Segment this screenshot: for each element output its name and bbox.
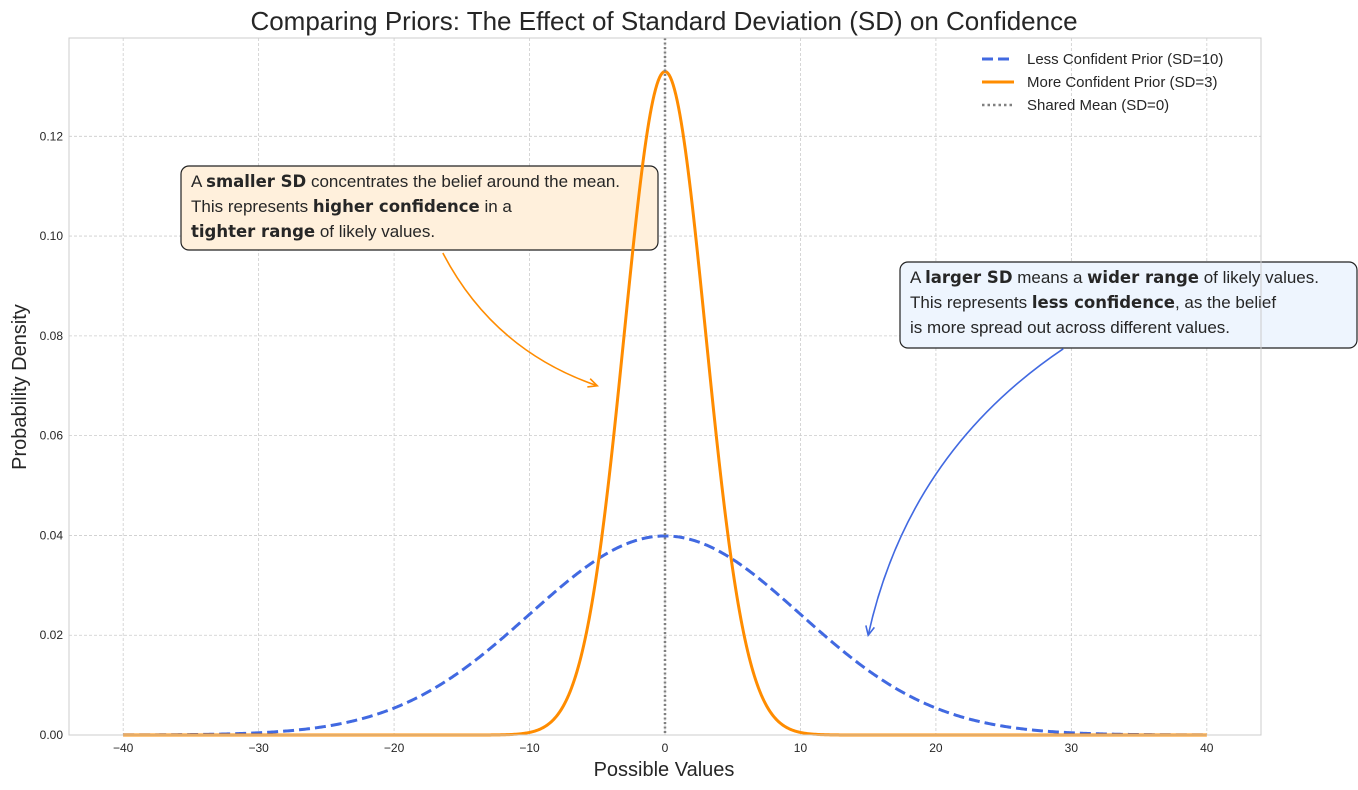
legend-label: More Confident Prior (SD=3) [1027, 74, 1218, 91]
x-tick-label: 10 [794, 741, 808, 755]
annotation-bold-text: smaller SD [206, 172, 306, 191]
annotation-text: concentrates the belief around the mean. [306, 172, 620, 191]
annotation-text: of likely values. [1199, 268, 1319, 287]
legend-label: Shared Mean (SD=0) [1027, 97, 1169, 114]
annotation-line: is more spread out across different valu… [910, 318, 1230, 337]
y-tick-label: 0.02 [40, 628, 64, 642]
annotation-arrow [442, 252, 598, 387]
x-tick-label: 30 [1065, 741, 1079, 755]
y-tick-label: 0.10 [40, 229, 64, 243]
arrow-head [865, 625, 875, 638]
annotation-line: A smaller SD concentrates the belief aro… [191, 172, 620, 191]
annotation-2: A larger SD means a wider range of likel… [865, 261, 1358, 638]
annotation-text: is more spread out across different valu… [910, 318, 1230, 337]
annotation-bold-text: less confidence [1032, 293, 1175, 312]
annotation-text: means a [1013, 268, 1088, 287]
y-tick-label: 0.08 [40, 329, 64, 343]
x-tick-label: −10 [519, 741, 540, 755]
annotation-text: This represents [910, 293, 1032, 312]
annotation-text: in a [480, 197, 513, 216]
annotations: A smaller SD concentrates the belief aro… [180, 165, 1358, 638]
less-confident-prior-curve [123, 534, 1207, 737]
annotation-box [180, 165, 659, 251]
y-tick-label: 0.00 [40, 728, 64, 742]
annotation-arrow [867, 348, 1064, 636]
x-tick-label: −20 [384, 741, 405, 755]
plot-frame [68, 37, 1262, 736]
x-tick-label: 0 [662, 741, 669, 755]
y-tick-label: 0.12 [40, 129, 64, 143]
x-axis-label: Possible Values [594, 759, 735, 781]
x-tick-label: 40 [1200, 741, 1214, 755]
arrow-head [587, 378, 600, 388]
annotation-text: This represents [191, 197, 313, 216]
legend-label: Less Confident Prior (SD=10) [1027, 51, 1223, 68]
annotation-bold-text: wider range [1087, 268, 1199, 287]
annotation-line: tighter range of likely values. [191, 222, 435, 241]
annotation-bold-text: higher confidence [313, 197, 480, 216]
y-tick-label: 0.06 [40, 429, 64, 443]
annotation-text: of likely values. [315, 222, 435, 241]
annotation-box [899, 261, 1358, 349]
x-tick-label: −40 [113, 741, 134, 755]
x-tick-label: −30 [248, 741, 269, 755]
annotation-text: A [191, 172, 206, 191]
annotation-text: , as the belief [1175, 293, 1276, 312]
annotation-1: A smaller SD concentrates the belief aro… [180, 165, 659, 388]
annotation-line: This represents higher confidence in a [191, 197, 512, 216]
annotation-text: A [910, 268, 925, 287]
annotation-line: This represents less confidence, as the … [910, 293, 1276, 312]
annotation-bold-text: tighter range [191, 222, 315, 241]
annotation-bold-text: larger SD [925, 268, 1012, 287]
chart-title: Comparing Priors: The Effect of Standard… [250, 6, 1077, 36]
annotation-line: A larger SD means a wider range of likel… [910, 268, 1319, 287]
y-axis-label: Probability Density [9, 304, 31, 470]
legend: Less Confident Prior (SD=10) More Confide… [982, 51, 1223, 114]
x-tick-label: 20 [929, 741, 943, 755]
ticks: −40 −30 −20 −10 0 10 20 30 40 0.00 0.02 0.04 0.06 0.0… [40, 129, 1214, 755]
y-tick-label: 0.04 [40, 528, 64, 542]
